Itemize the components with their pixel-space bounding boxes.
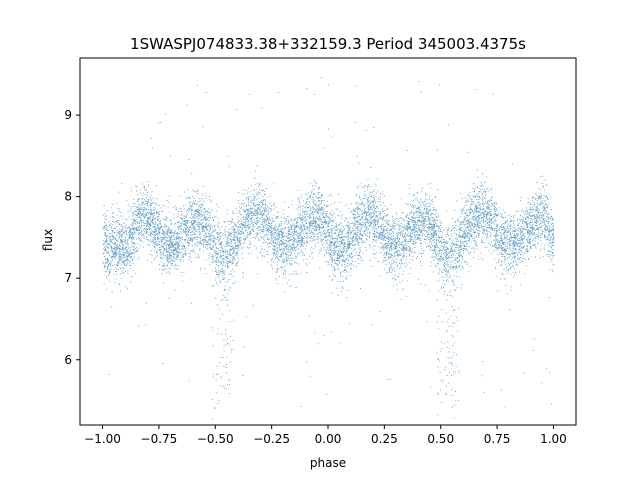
x-tick-label: 0.25 <box>371 432 398 446</box>
x-tick-label: 0.00 <box>315 432 342 446</box>
y-axis: 6 7 8 9 <box>64 108 80 367</box>
x-tick-label: 0.75 <box>484 432 511 446</box>
y-tick-label: 9 <box>64 108 72 122</box>
x-axis-label: phase <box>310 456 346 470</box>
y-axis-label: flux <box>41 229 55 251</box>
x-tick-label: 0.50 <box>427 432 454 446</box>
x-tick-label: −1.00 <box>84 432 121 446</box>
x-axis: −1.00 −0.75 −0.50 −0.25 0.00 0.25 0.50 0.75 1.00 <box>84 425 567 446</box>
y-tick-label: 6 <box>64 353 72 367</box>
x-tick-label: 1.00 <box>540 432 567 446</box>
data-points <box>102 77 555 420</box>
y-tick-label: 7 <box>64 271 72 285</box>
x-tick-label: −0.50 <box>197 432 234 446</box>
x-tick-label: −0.75 <box>141 432 178 446</box>
x-tick-label: −0.25 <box>253 432 290 446</box>
chart-title: 1SWASPJ074833.38+332159.3 Period 345003.… <box>130 35 526 53</box>
y-tick-label: 8 <box>64 190 72 204</box>
data-point-cloud <box>102 77 555 420</box>
